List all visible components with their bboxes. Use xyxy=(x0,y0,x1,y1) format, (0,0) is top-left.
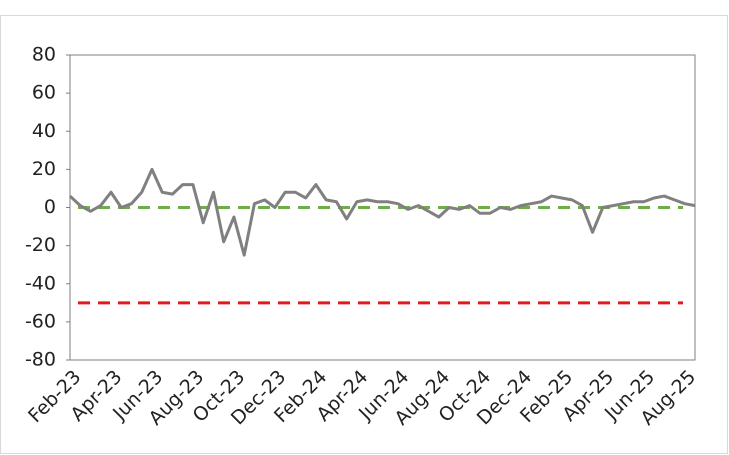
chart-border xyxy=(0,15,728,454)
y-tick-label: 60 xyxy=(32,82,56,104)
y-tick-label: 40 xyxy=(32,120,56,142)
y-tick-label: 20 xyxy=(32,158,56,180)
y-tick-label: -40 xyxy=(25,272,56,294)
y-tick-label: 80 xyxy=(32,44,56,66)
y-tick-label: -60 xyxy=(25,310,56,332)
series-line xyxy=(68,167,696,257)
y-tick-label: -20 xyxy=(25,234,56,256)
y-tick-label: 0 xyxy=(44,196,56,218)
y-tick-label: -80 xyxy=(25,349,56,371)
